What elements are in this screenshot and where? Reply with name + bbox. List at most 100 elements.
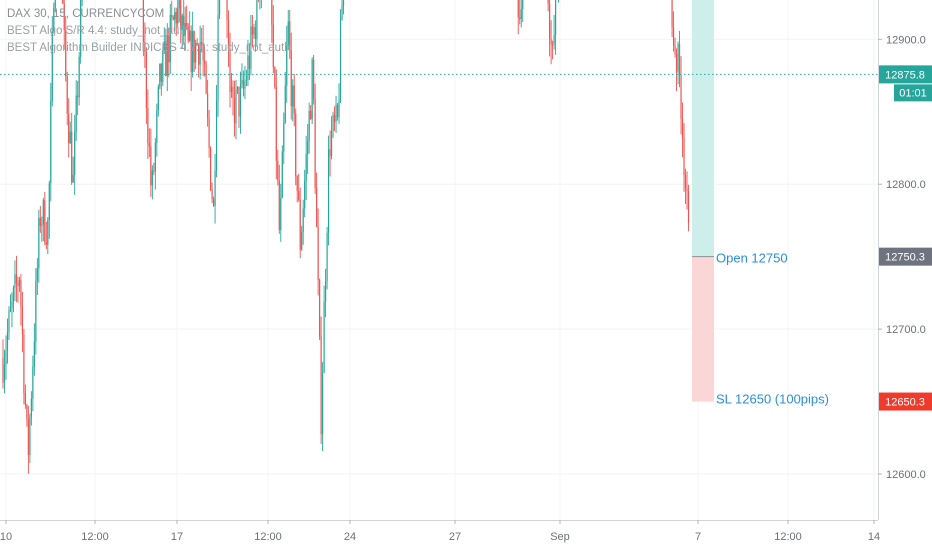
candle-body	[244, 81, 246, 89]
candle-body	[159, 63, 161, 87]
candle-body	[295, 113, 297, 177]
candle-body	[156, 110, 158, 143]
candle-body	[341, 5, 343, 21]
candle-body	[41, 224, 43, 226]
candle-body	[672, 27, 675, 46]
chart-legend: DAX 30, 15, CURRENCYCOM BEST Algo S/R 4.…	[7, 6, 291, 57]
candle-body	[239, 84, 242, 117]
candle-body	[208, 117, 210, 148]
axes: 12600.012700.012800.012900.013000.013100…	[0, 0, 932, 543]
candle-body	[51, 31, 53, 101]
candle-body	[14, 274, 16, 288]
candle-body	[145, 52, 147, 108]
candle-body	[319, 279, 321, 337]
candle-body	[48, 183, 50, 221]
candle-body	[517, 0, 519, 18]
sl-price-badge-text: 12650.3	[885, 397, 925, 409]
stop-loss-zone[interactable]	[692, 256, 714, 402]
candle-body	[547, 0, 549, 4]
candle-body	[209, 147, 212, 190]
candle-body	[166, 35, 168, 76]
open-price-badge[interactable]: 12750.3	[879, 247, 932, 266]
candle-body	[172, 17, 174, 20]
candle-body	[207, 93, 209, 118]
candle-body	[151, 170, 153, 186]
candle-body	[175, 12, 177, 24]
candle-body	[212, 199, 215, 206]
candle-body	[290, 50, 292, 107]
candle-body	[5, 350, 7, 365]
candle-body	[304, 180, 306, 209]
candle-body	[35, 280, 37, 342]
candle-body	[148, 142, 150, 147]
candle-body	[189, 30, 191, 41]
candle-body	[23, 334, 25, 394]
candle-body	[190, 30, 192, 72]
sl-price-badge[interactable]: 12650.3	[879, 392, 932, 411]
candle-body	[44, 200, 46, 243]
legend-study-builder[interactable]: BEST Algorithm Builder INDICES 4.7.0: st…	[7, 42, 291, 54]
candle-body	[198, 44, 200, 65]
candle-body	[147, 107, 149, 143]
candle-body	[274, 67, 276, 87]
candle-body	[292, 85, 294, 107]
candle-body	[330, 130, 333, 157]
candle-body	[275, 86, 277, 161]
candle-body	[271, 0, 273, 25]
sl-price-badge-bg	[879, 392, 932, 411]
legend-symbol[interactable]: DAX 30, 15, CURRENCYCOM	[7, 8, 165, 20]
candle-body	[142, 0, 144, 42]
candle-body	[62, 0, 64, 4]
candle-body	[522, 0, 524, 10]
take-profit-zone[interactable]	[692, 0, 714, 257]
y-tick-label: 12900.0	[886, 34, 926, 46]
candle-body	[202, 44, 204, 61]
candle-body	[196, 42, 198, 45]
candle-body	[230, 86, 233, 93]
candle-body	[687, 191, 690, 223]
candle-body	[520, 9, 522, 19]
candle-body	[250, 26, 252, 69]
candle-body	[201, 42, 203, 45]
candle-body	[680, 74, 682, 119]
x-tick-label: 12:00	[81, 531, 109, 543]
candle-body	[549, 3, 551, 40]
candle-body	[187, 26, 189, 41]
candle-body	[30, 398, 32, 417]
candle-body	[326, 232, 328, 282]
candle-body	[280, 197, 282, 231]
candle-body	[684, 175, 687, 189]
candle-body	[153, 170, 155, 172]
candle-body	[342, 0, 345, 6]
x-tick-label: 24	[344, 531, 356, 543]
candle-body	[226, 0, 228, 21]
candle-body	[2, 358, 4, 383]
candle-body	[54, 0, 56, 8]
legend-study-sr[interactable]: BEST Algo S/R 4.4: study_not_auth	[7, 25, 189, 37]
candles	[2, 0, 690, 474]
candle-body	[308, 110, 310, 141]
candle-body	[553, 35, 555, 45]
candle-body	[214, 170, 216, 206]
x-tick-label: 7	[695, 531, 701, 543]
candle-body	[171, 14, 173, 18]
candle-body	[12, 287, 15, 302]
open-price-badge-bg	[879, 247, 932, 266]
candle-body	[236, 86, 239, 90]
candle-body	[674, 45, 676, 55]
candle-body	[332, 114, 334, 131]
candle-body	[272, 24, 274, 68]
candle-body	[287, 21, 289, 46]
candle-body	[144, 41, 146, 53]
candle-body	[160, 63, 162, 82]
open-label: Open 12750	[716, 251, 788, 266]
candle-body	[299, 199, 301, 250]
candle-body	[163, 41, 165, 51]
candle-body	[47, 220, 49, 245]
current-price-badge[interactable]: 12875.8	[879, 65, 932, 84]
candle-body	[150, 146, 152, 186]
candle-body	[233, 97, 236, 124]
candle-body	[245, 80, 248, 82]
